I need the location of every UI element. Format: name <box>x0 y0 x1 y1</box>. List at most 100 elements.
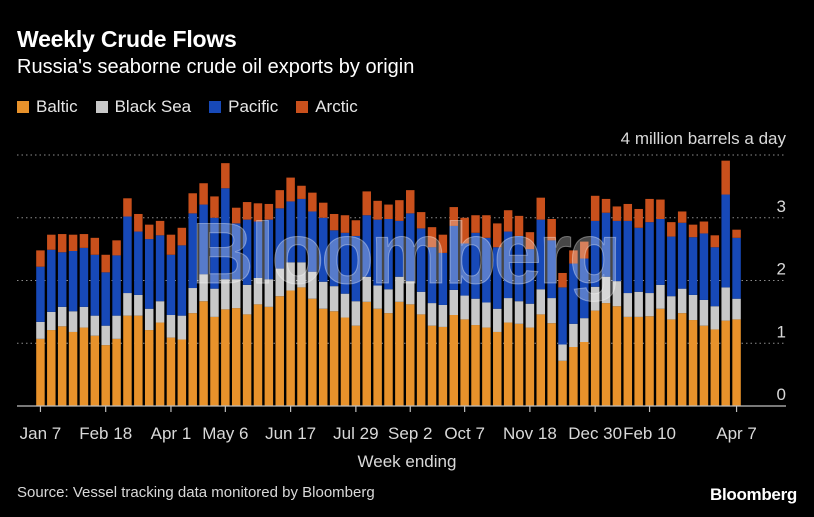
bar-segment-baltic <box>547 323 556 406</box>
bar-segment-black-sea <box>210 288 219 317</box>
legend-item-pacific: Pacific <box>209 97 278 117</box>
bar-segment-baltic <box>623 316 633 406</box>
bar-segment-baltic <box>199 301 208 406</box>
bar-segment-black-sea <box>384 289 393 314</box>
legend-swatch-arctic <box>296 101 309 113</box>
legend-label-black-sea: Black Sea <box>114 97 192 116</box>
bar-segment-arctic <box>79 234 89 248</box>
bar-segment-black-sea <box>166 315 176 338</box>
bar-segment-arctic <box>36 250 45 267</box>
bar-segment-pacific <box>362 215 371 277</box>
bar-segment-baltic <box>47 330 56 406</box>
legend-item-baltic: Baltic <box>17 97 78 117</box>
bar-segment-pacific <box>667 236 676 297</box>
bar-segment-black-sea <box>590 286 600 311</box>
bar-segment-arctic <box>275 190 284 209</box>
bar-segment-pacific <box>395 220 404 277</box>
bar-segment-arctic <box>351 220 361 236</box>
bar-segment-pacific <box>514 235 524 302</box>
bar-segment-arctic <box>590 195 600 221</box>
bar-segment-arctic <box>123 198 132 217</box>
bar-segment-baltic <box>482 327 491 406</box>
bar-segment-baltic <box>525 327 535 406</box>
bar-segment-pacific <box>155 235 165 302</box>
y-tick-labels: 0 1 2 3 <box>777 197 786 404</box>
bar-segment-arctic <box>721 160 730 195</box>
bar-segment-black-sea <box>57 306 67 327</box>
bar-segment-arctic <box>601 198 611 213</box>
bar-segment-pacific <box>699 233 709 300</box>
bar-segment-black-sea <box>101 325 110 346</box>
x-tick-label: Feb 10 <box>623 424 676 443</box>
bar-segment-arctic <box>558 272 567 288</box>
bar-segment-baltic <box>634 316 643 406</box>
bar-segment-pacific <box>601 212 611 277</box>
bar-segment-baltic <box>210 316 219 406</box>
bar-segment-black-sea <box>514 301 524 324</box>
bar-segment-black-sea <box>188 288 197 314</box>
bar-segment-arctic <box>221 163 230 189</box>
bar-segment-pacific <box>623 220 633 294</box>
bar-segment-baltic <box>427 325 437 406</box>
bar-segment-black-sea <box>253 277 263 305</box>
bar-segment-pacific <box>503 231 513 299</box>
bar-segment-baltic <box>144 330 154 406</box>
bar-segment-baltic <box>101 345 110 406</box>
bar-segment-baltic <box>308 298 317 406</box>
bar-segment-baltic <box>460 319 469 406</box>
bar-segment-pacific <box>732 237 741 299</box>
bar-segment-arctic <box>645 198 654 223</box>
bar-segment-black-sea <box>634 291 643 317</box>
y-tick-label: 2 <box>777 260 786 279</box>
bar-segment-black-sea <box>221 279 230 310</box>
bar-segment-black-sea <box>362 276 371 302</box>
bar-segment-arctic <box>101 254 110 273</box>
bar-segment-baltic <box>329 311 339 406</box>
bar-segment-pacific <box>319 217 328 282</box>
bar-segment-black-sea <box>449 289 458 316</box>
bar-segment-arctic <box>547 219 556 241</box>
bar-segment-pacific <box>134 231 143 295</box>
bar-segment-arctic <box>68 234 78 251</box>
bar-segment-baltic <box>297 287 306 406</box>
bar-segment-black-sea <box>493 308 502 332</box>
bar-segment-pacific <box>438 252 448 305</box>
bar-segment-black-sea <box>79 306 89 328</box>
bar-segment-pacific <box>101 272 110 326</box>
bar-segment-arctic <box>166 234 176 255</box>
bar-segment-black-sea <box>732 298 741 320</box>
x-tick-label: Apr 7 <box>716 424 757 443</box>
bar-segment-black-sea <box>710 306 720 330</box>
bar-segment-pacific <box>590 220 600 287</box>
bar-segment-pacific <box>351 235 361 302</box>
legend-item-arctic: Arctic <box>296 97 358 117</box>
bar-segment-black-sea <box>558 344 567 361</box>
bar-segment-arctic <box>297 185 306 199</box>
bar-segment-black-sea <box>286 262 295 291</box>
bar-segment-black-sea <box>503 298 513 323</box>
bar-segment-pacific <box>166 254 176 316</box>
bar-segment-baltic <box>699 325 709 406</box>
bar-segment-arctic <box>667 222 676 237</box>
bar-segment-pacific <box>547 240 556 299</box>
bar-segment-arctic <box>329 213 339 231</box>
bar-segment-arctic <box>177 227 187 246</box>
bar-segment-arctic <box>482 215 491 238</box>
bar-segment-black-sea <box>688 294 698 321</box>
bar-segment-baltic <box>112 338 121 406</box>
bar-segment-baltic <box>667 319 676 406</box>
bar-segment-pacific <box>47 249 56 312</box>
bar-segment-baltic <box>264 306 274 406</box>
bar-segment-baltic <box>373 308 382 406</box>
legend-label-baltic: Baltic <box>36 97 78 116</box>
bar-segment-black-sea <box>112 315 121 339</box>
bar-segment-black-sea <box>667 296 676 320</box>
bar-segment-pacific <box>569 263 578 324</box>
bar-segment-arctic <box>340 215 350 233</box>
bar-segment-baltic <box>188 313 197 406</box>
bar-segment-arctic <box>308 192 317 212</box>
bar-segment-black-sea <box>536 289 546 315</box>
y-tick-label: 1 <box>777 322 786 341</box>
bar-segment-pacific <box>308 211 317 272</box>
